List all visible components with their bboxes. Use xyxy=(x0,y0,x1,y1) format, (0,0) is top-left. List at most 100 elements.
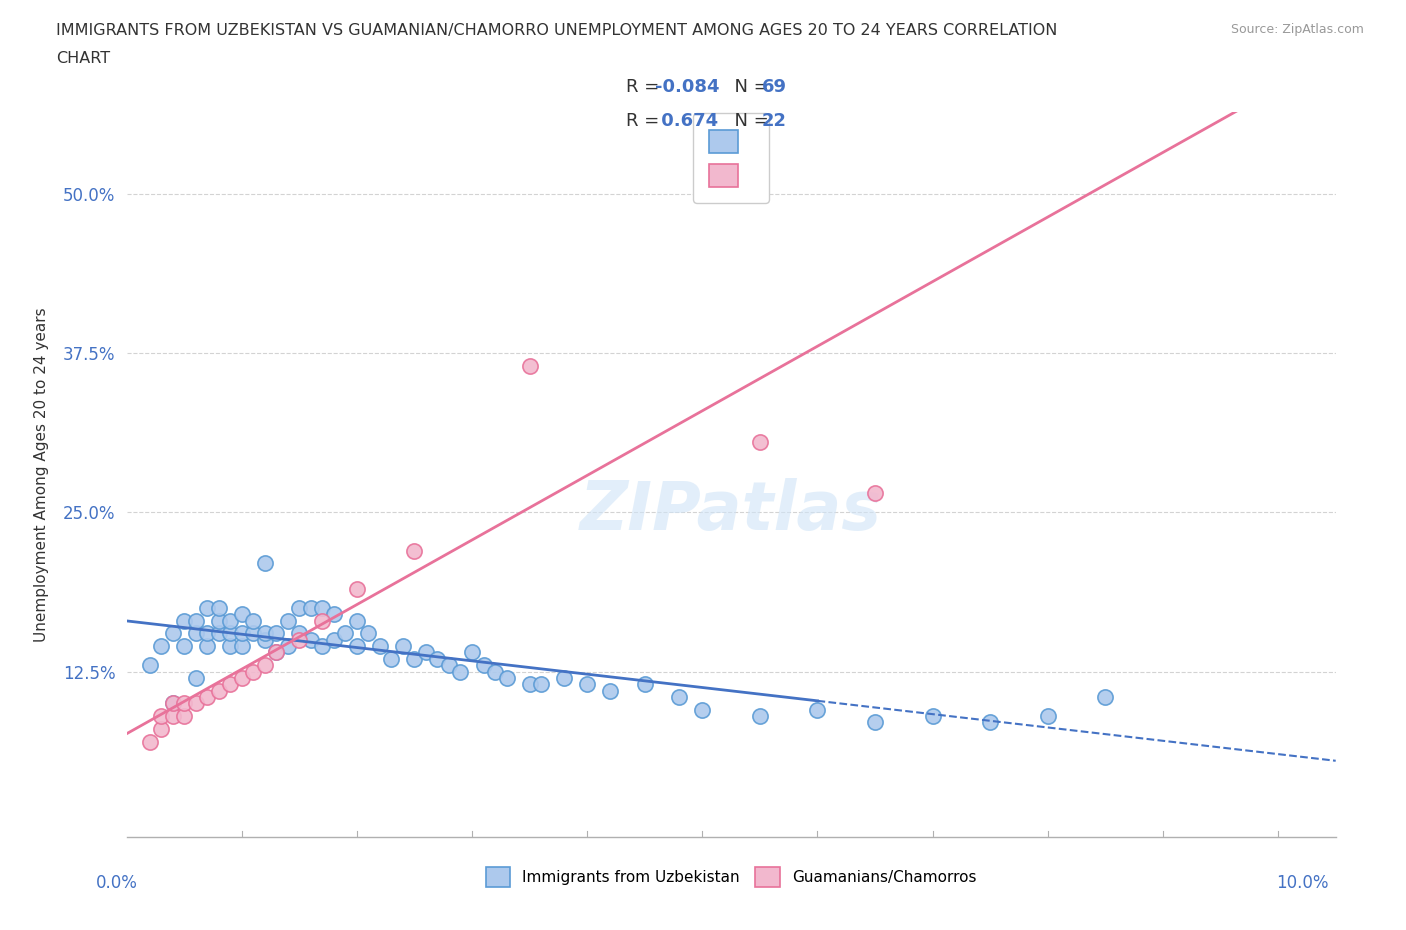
Point xyxy=(519,677,541,692)
Point xyxy=(692,702,714,717)
Point xyxy=(599,684,621,698)
Point xyxy=(519,359,541,374)
Point xyxy=(461,645,484,660)
Point xyxy=(357,626,380,641)
Point xyxy=(150,709,173,724)
Point xyxy=(162,709,184,724)
Point xyxy=(576,677,599,692)
Text: Source: ZipAtlas.com: Source: ZipAtlas.com xyxy=(1230,23,1364,36)
Text: -0.084: -0.084 xyxy=(655,78,720,97)
Text: 22: 22 xyxy=(762,112,787,130)
Point xyxy=(380,651,402,666)
Text: N =: N = xyxy=(723,78,775,97)
Point xyxy=(299,632,322,647)
Text: ZIPatlas: ZIPatlas xyxy=(581,478,882,543)
Text: 0.674: 0.674 xyxy=(655,112,718,130)
Point xyxy=(288,632,311,647)
Point xyxy=(208,684,231,698)
Point xyxy=(242,626,264,641)
Text: 0.0%: 0.0% xyxy=(96,874,138,892)
Point xyxy=(921,709,943,724)
Point xyxy=(311,639,333,654)
Point xyxy=(322,607,344,622)
Point xyxy=(392,639,415,654)
Point xyxy=(277,639,299,654)
Point xyxy=(253,658,276,672)
Point xyxy=(231,607,253,622)
Point xyxy=(634,677,657,692)
Point xyxy=(231,626,253,641)
Point xyxy=(426,651,449,666)
Point xyxy=(184,613,207,628)
Point xyxy=(277,613,299,628)
Text: 69: 69 xyxy=(762,78,787,97)
Point xyxy=(748,187,770,202)
Point xyxy=(322,632,344,647)
Point xyxy=(173,709,195,724)
Point xyxy=(219,677,242,692)
Point xyxy=(748,709,770,724)
Point xyxy=(208,601,231,616)
Point xyxy=(173,613,195,628)
Point xyxy=(311,601,333,616)
Point xyxy=(195,639,218,654)
Text: R =: R = xyxy=(626,78,665,97)
Point xyxy=(299,601,322,616)
Point xyxy=(1094,689,1116,704)
Point xyxy=(404,543,426,558)
Point xyxy=(219,626,242,641)
Point xyxy=(863,486,886,501)
Point xyxy=(1036,709,1059,724)
Point xyxy=(138,658,160,672)
Point xyxy=(806,702,828,717)
Point xyxy=(437,658,460,672)
Point xyxy=(668,689,690,704)
Point xyxy=(208,613,231,628)
Point xyxy=(184,626,207,641)
Text: N =: N = xyxy=(723,112,775,130)
Point xyxy=(748,435,770,450)
Point xyxy=(219,613,242,628)
Point xyxy=(195,626,218,641)
Point xyxy=(368,639,391,654)
Point xyxy=(138,734,160,749)
Point xyxy=(219,639,242,654)
Point xyxy=(404,651,426,666)
Point xyxy=(288,626,311,641)
Point xyxy=(173,639,195,654)
Point xyxy=(346,581,368,596)
Text: IMMIGRANTS FROM UZBEKISTAN VS GUAMANIAN/CHAMORRO UNEMPLOYMENT AMONG AGES 20 TO 2: IMMIGRANTS FROM UZBEKISTAN VS GUAMANIAN/… xyxy=(56,23,1057,38)
Point xyxy=(264,645,287,660)
Point xyxy=(472,658,495,672)
Point xyxy=(288,601,311,616)
Point xyxy=(553,671,575,685)
Text: CHART: CHART xyxy=(56,51,110,66)
Text: R =: R = xyxy=(626,112,665,130)
Point xyxy=(162,696,184,711)
Point xyxy=(311,613,333,628)
Point xyxy=(264,645,287,660)
Point xyxy=(195,601,218,616)
Y-axis label: Unemployment Among Ages 20 to 24 years: Unemployment Among Ages 20 to 24 years xyxy=(34,307,49,642)
Point xyxy=(253,556,276,571)
Point xyxy=(346,639,368,654)
Point xyxy=(335,626,357,641)
Point xyxy=(450,664,472,679)
Point xyxy=(162,696,184,711)
Point xyxy=(979,715,1001,730)
Point xyxy=(253,626,276,641)
Point xyxy=(863,715,886,730)
Text: 10.0%: 10.0% xyxy=(1277,874,1329,892)
Point xyxy=(530,677,553,692)
Point xyxy=(415,645,437,660)
Point xyxy=(346,613,368,628)
Point xyxy=(253,632,276,647)
Point xyxy=(231,639,253,654)
Point xyxy=(495,671,517,685)
Point xyxy=(195,689,218,704)
Point xyxy=(173,696,195,711)
Point xyxy=(484,664,506,679)
Point xyxy=(150,639,173,654)
Point xyxy=(208,626,231,641)
Point xyxy=(242,613,264,628)
